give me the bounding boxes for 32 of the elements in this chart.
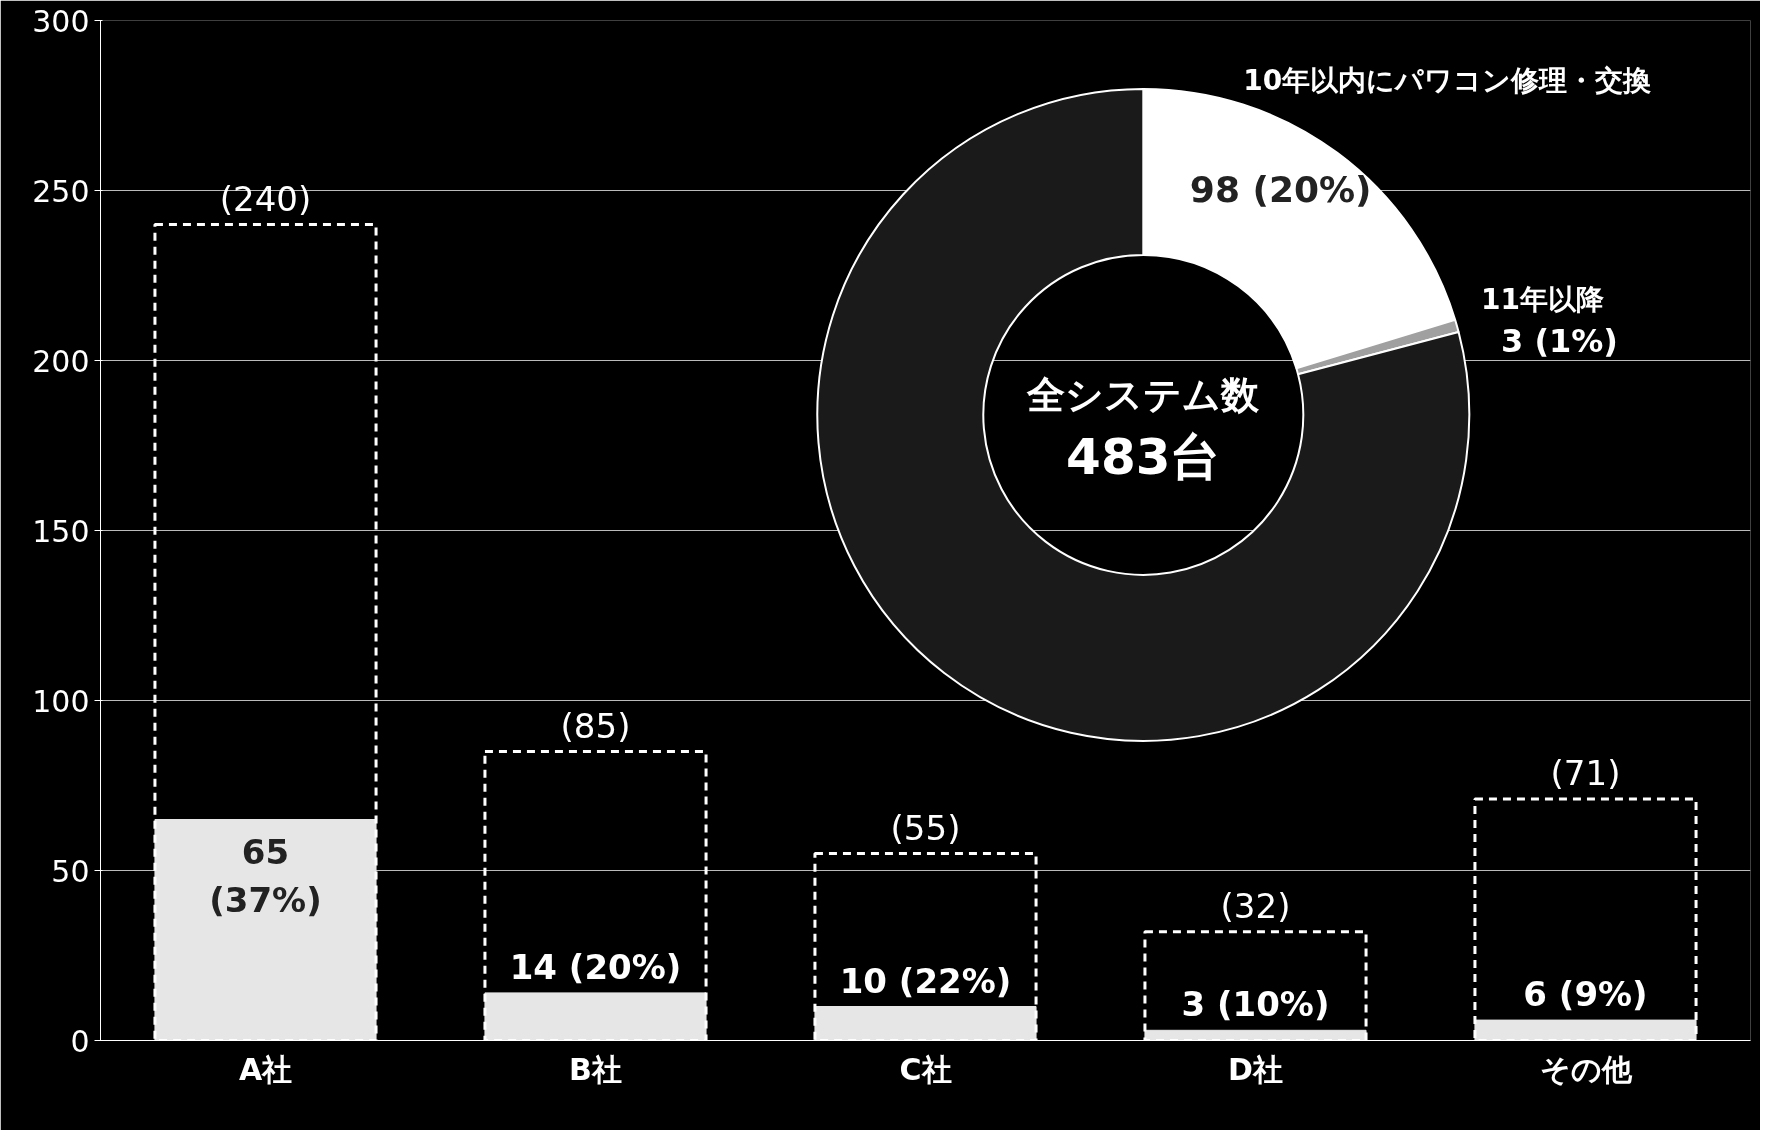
data-label: (240) [219,178,312,219]
x-tick-label: A社 [238,1051,293,1087]
data-label: 65 (37%) [209,831,322,920]
bar [814,1006,1037,1041]
data-label: (55) [890,807,961,848]
y-tick-label: 100 [32,683,90,719]
data-label: 14 (20%) [509,946,682,987]
annotation: 483台 [1066,427,1221,486]
x-tick-label: C社 [899,1051,952,1087]
data-label: 3 (1%) [1500,322,1618,361]
y-tick-label: 50 [51,853,90,889]
bar [154,819,377,1041]
y-tick-label: 0 [70,1023,90,1059]
data-label: 3 (10%) [1181,984,1330,1025]
y-tick-label: 250 [32,173,90,209]
data-label: (85) [560,705,631,746]
slice-label: 10年以内にパワコン修理・交換 [1243,64,1652,98]
data-label: 6 (9%) [1523,974,1648,1015]
annotation: 全システム数 [1026,372,1261,417]
bar [484,992,707,1041]
bar [1474,1019,1697,1041]
x-tick-label: B社 [569,1051,622,1087]
y-tick-label: 300 [32,3,90,39]
data-label: (32) [1220,885,1291,926]
y-tick-label: 150 [32,513,90,549]
x-tick-label: D社 [1228,1051,1283,1087]
data-label: (71) [1550,753,1621,794]
data-label: 98 (20%) [1189,169,1372,211]
data-label: 10 (22%) [839,960,1012,1001]
slice-label: 11年以降 [1480,282,1604,316]
y-tick-label: 200 [32,343,90,379]
x-tick-label: その他 [1539,1051,1633,1087]
